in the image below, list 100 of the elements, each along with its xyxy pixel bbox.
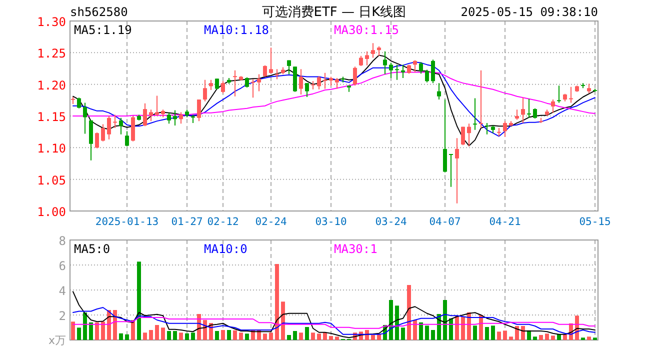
bar (461, 316, 465, 340)
candlestick (215, 78, 219, 90)
text: MA5:0 (74, 242, 110, 256)
bar (533, 336, 537, 340)
bar (371, 335, 375, 340)
candlestick (143, 102, 147, 127)
bar (317, 334, 321, 340)
bar (137, 262, 141, 340)
line-series (72, 54, 596, 146)
candlestick (335, 78, 339, 90)
candlestick (95, 132, 99, 149)
x-tick-label: 03-10 (315, 216, 347, 228)
bar (329, 336, 333, 340)
candlestick (413, 60, 417, 73)
candlestick (269, 47, 273, 74)
bar (401, 328, 405, 340)
candlestick (119, 117, 123, 135)
candlestick (389, 62, 393, 78)
y-tick-label: 1.15 (37, 110, 66, 124)
bar (281, 302, 285, 340)
y-tick-label: 1.05 (37, 173, 66, 188)
bar (161, 328, 165, 340)
bar (287, 335, 291, 340)
y-tick-label: 1.30 (37, 15, 66, 29)
line-series (72, 291, 596, 338)
bar (473, 326, 477, 340)
bar (413, 320, 417, 340)
bar (491, 326, 495, 340)
candlestick (401, 64, 405, 78)
candlestick (497, 128, 501, 137)
bar (563, 334, 567, 340)
bar (515, 326, 519, 340)
candlestick (149, 109, 153, 122)
x-tick-label: 04-21 (489, 216, 521, 228)
y-tick-label: 8 (58, 234, 66, 248)
bar (443, 300, 447, 340)
candlestick (101, 124, 105, 142)
bar (275, 264, 279, 340)
bar (503, 330, 507, 340)
candlestick (377, 46, 381, 56)
candlestick (473, 98, 477, 130)
candlestick (365, 50, 369, 66)
bar (299, 332, 303, 340)
bar (131, 320, 135, 340)
y-tick-label: 1.00 (37, 205, 66, 219)
bar (191, 332, 195, 340)
bar (455, 316, 459, 340)
text: MA30:1.15 (334, 23, 400, 37)
x-tick-label: 2025-01-13 (95, 216, 159, 228)
candlestick (167, 112, 171, 124)
candlestick (287, 60, 291, 75)
bar (335, 336, 339, 340)
bar (77, 328, 81, 340)
bar (293, 331, 297, 340)
candlestick (317, 76, 321, 90)
bar (239, 332, 243, 340)
bar (263, 334, 267, 340)
candlestick (551, 99, 555, 114)
bar (95, 322, 99, 340)
text: MA30:1 (334, 242, 378, 256)
candlestick (527, 98, 531, 118)
bar (83, 312, 87, 340)
text: 2025-05-15 09:38:10 (460, 5, 598, 19)
candlestick (485, 122, 489, 135)
candlestick (467, 123, 471, 147)
x-tick-label: 02-24 (255, 216, 287, 228)
candlestick (587, 83, 591, 94)
candlestick (203, 79, 207, 102)
candlestick (479, 70, 483, 129)
bar (395, 306, 399, 340)
line-series (72, 62, 596, 137)
bar (101, 322, 105, 340)
candlestick (275, 68, 279, 80)
candlestick (431, 59, 435, 84)
bar (539, 335, 543, 340)
candlestick (83, 102, 87, 134)
bar (89, 322, 93, 340)
line-series (72, 307, 596, 335)
text: MA10:0 (204, 242, 248, 256)
bar (551, 336, 555, 340)
candlestick (395, 64, 399, 80)
candlestick (251, 78, 255, 98)
candlestick (173, 110, 177, 126)
bar (215, 331, 219, 340)
candlestick (437, 82, 441, 100)
bar (545, 334, 549, 340)
bar (269, 332, 273, 340)
candlestick (107, 116, 111, 140)
bar (323, 332, 327, 340)
bar (497, 332, 501, 340)
y-tick-label: 6 (58, 259, 66, 273)
bar (125, 334, 129, 340)
y-tick-label: 2 (58, 309, 66, 323)
x-tick-label: 03-24 (375, 216, 407, 228)
y-tick-label: 1.10 (37, 142, 66, 156)
candlestick (245, 76, 249, 88)
bar (179, 332, 183, 340)
candlestick (257, 74, 261, 92)
candlestick (371, 42, 375, 58)
text: MA5:1.19 (74, 23, 132, 37)
